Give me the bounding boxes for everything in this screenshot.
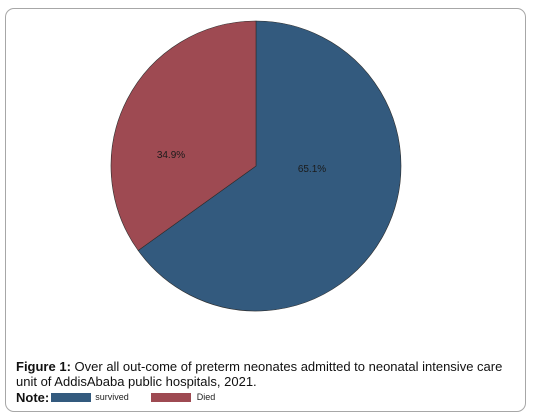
legend-item-died: Died	[150, 392, 216, 402]
legend-label-died: Died	[196, 392, 216, 402]
legend-swatch-survived	[51, 392, 92, 402]
pie-slice-died	[110, 20, 257, 251]
legend: Note: survived Died	[16, 389, 215, 405]
pie-slice-survived	[137, 20, 402, 312]
slice-label-survived: 65.1%	[298, 164, 326, 175]
note-label: Note:	[16, 389, 50, 405]
figure-label: Figure 1:	[16, 359, 71, 374]
caption-text: Over all out-come of preterm neonates ad…	[16, 359, 503, 389]
legend-label-survived: survived	[95, 392, 129, 402]
pie-chart: 65.1% 34.9%	[110, 20, 402, 312]
figure-caption: Figure 1: Over all out-come of preterm n…	[16, 359, 516, 389]
slice-label-died: 34.9%	[157, 150, 185, 161]
legend-item-survived: survived	[51, 392, 129, 402]
legend-swatch-died	[150, 392, 191, 402]
